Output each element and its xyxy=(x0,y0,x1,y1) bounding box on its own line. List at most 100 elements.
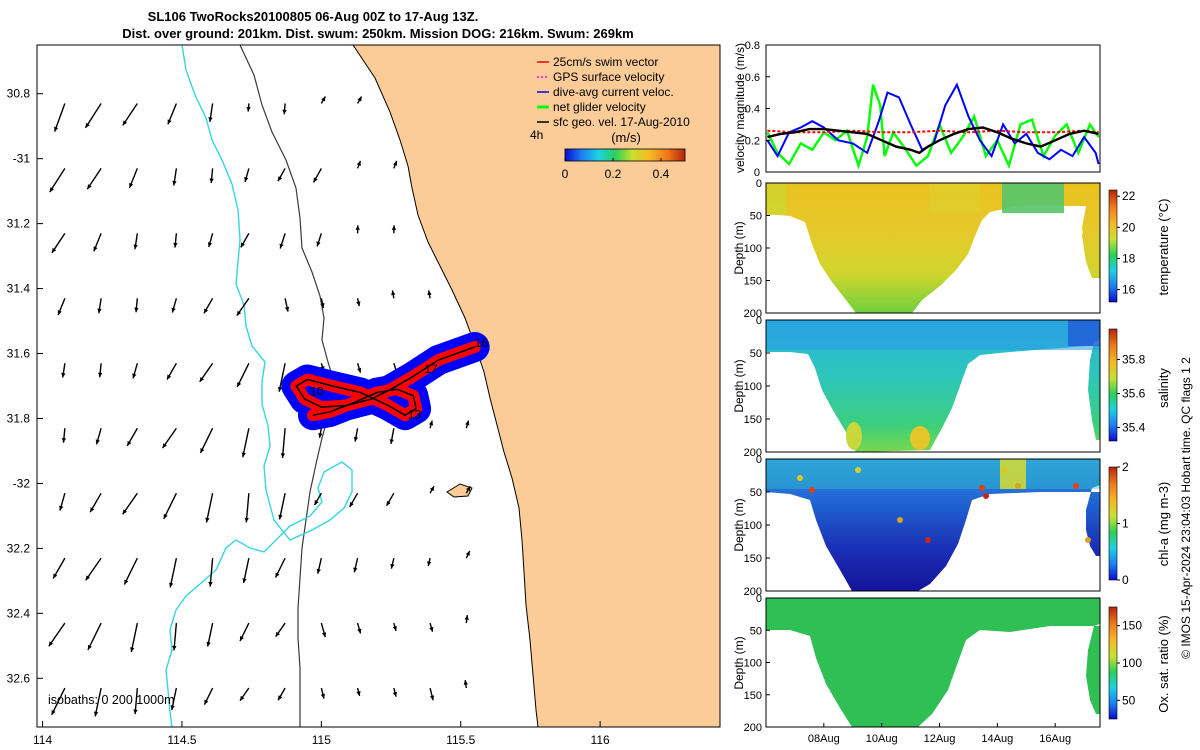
colorbar-tick-label: 0 xyxy=(1122,573,1129,587)
current-vector xyxy=(280,428,286,458)
chlorophyll-high-points xyxy=(797,467,1091,543)
chlorophyll-high-point xyxy=(1001,467,1007,473)
temperature-y-axis: 0 50 100 150 200 xyxy=(744,178,770,320)
current-vector xyxy=(320,96,326,104)
depth-tick-label: 150 xyxy=(744,414,762,426)
speed-colorbar-tick-label: 0 xyxy=(562,167,569,181)
colorbar-tick-label: 150 xyxy=(1122,619,1142,633)
map-x-tick-label: 116 xyxy=(591,733,610,747)
salinity-bottom-patch-1 xyxy=(846,422,862,450)
current-vector xyxy=(244,168,250,183)
current-vector xyxy=(284,298,290,312)
current-vector xyxy=(356,160,362,169)
current-vector xyxy=(242,557,250,584)
current-vector xyxy=(356,687,361,697)
current-vector xyxy=(61,363,66,378)
temperature-colorbar-ticks: 16 18 20 22 xyxy=(1117,189,1136,297)
depth-tick-label: 100 xyxy=(744,520,762,532)
date-tick-label: 12Aug xyxy=(924,733,956,745)
current-vector xyxy=(123,557,138,585)
legend-dive-avg: dive-avg current veloc. xyxy=(553,85,674,99)
isobath-1000 xyxy=(165,45,353,727)
depth-tick-label: 0 xyxy=(756,315,762,327)
current-vector xyxy=(86,168,102,190)
current-vector xyxy=(316,233,323,247)
depth-tick-label: 50 xyxy=(750,487,762,499)
track-day-label: 17 xyxy=(424,362,438,376)
current-vector xyxy=(239,622,250,642)
speed-colorbar-tick-label: 0.2 xyxy=(605,167,622,181)
temperature-warm-patch xyxy=(930,183,980,213)
current-vector xyxy=(205,493,214,523)
depth-tick-label: 200 xyxy=(744,722,762,734)
current-vector xyxy=(133,687,139,715)
current-vector xyxy=(393,160,398,169)
chlorophyll-high-point xyxy=(1073,483,1079,489)
current-vector xyxy=(349,492,359,508)
current-vector xyxy=(51,232,66,254)
current-vector xyxy=(313,492,322,506)
current-vector xyxy=(392,687,398,697)
salinity-colorbar xyxy=(1108,328,1118,442)
current-vector xyxy=(391,225,397,234)
current-vector xyxy=(427,290,432,299)
current-vector xyxy=(320,622,327,638)
oxygen-y-axis: 0 50 100 150 200 xyxy=(744,593,770,734)
current-vector xyxy=(209,168,214,184)
current-vector xyxy=(161,427,177,449)
current-vector xyxy=(53,103,66,132)
chlorophyll-surface-layer xyxy=(766,459,1100,489)
map-y-tick-label: 31.8 xyxy=(7,411,31,425)
timeseries-y-tick-label: 0.2 xyxy=(745,135,760,147)
chlorophyll-section-panel: 0 50 100 150 200 Depth (m) 0 1 2 chl-a (mg m-3… xyxy=(732,454,1171,598)
velocity-timeseries-panel: 0 0.2 0.4 0.6 0.8 velocity magnitude (m/s) xyxy=(733,40,1101,179)
current-vector xyxy=(169,557,178,588)
salinity-surface-layer xyxy=(766,320,1100,350)
chlorophyll-high-point xyxy=(855,467,861,473)
current-vector xyxy=(274,557,286,578)
current-vector xyxy=(93,233,102,252)
current-vector xyxy=(172,168,178,186)
current-vector xyxy=(428,420,434,429)
current-vector xyxy=(87,622,102,651)
current-vector xyxy=(355,225,360,234)
credit-text: © IMOS 15-Apr-2024 23:04:03 Hobart time.… xyxy=(1179,357,1193,659)
salinity-y-axis: 0 50 100 150 200 xyxy=(744,315,770,459)
temperature-field-main xyxy=(766,183,1100,313)
colorbar-tick-label: 35.8 xyxy=(1122,353,1146,367)
chart-title-line2: Dist. over ground: 201km. Dist. swum: 25… xyxy=(122,26,634,41)
chlorophyll-high-point xyxy=(979,485,985,491)
current-vector xyxy=(128,168,139,189)
chlorophyll-colorbar-label: chl-a (mg m-3) xyxy=(1156,482,1171,567)
current-vector xyxy=(465,550,471,559)
current-vector xyxy=(172,623,178,651)
current-vector xyxy=(312,168,322,183)
depth-tick-label: 50 xyxy=(750,211,762,223)
depth-tick-label: 150 xyxy=(744,276,762,288)
current-vector xyxy=(429,622,434,632)
map-y-tick-label: -31 xyxy=(13,152,31,166)
depth-tick-label: 150 xyxy=(744,553,762,565)
depth-tick-label: 200 xyxy=(744,308,762,320)
current-vector xyxy=(163,492,178,520)
temperature-colorbar-label: temperature (°C) xyxy=(1156,199,1171,296)
timeseries-ylabel: velocity magnitude (m/s) xyxy=(733,43,747,173)
chlorophyll-y-axis: 0 50 100 150 200 xyxy=(744,454,770,598)
depth-tick-label: 50 xyxy=(750,348,762,360)
net-track-line xyxy=(295,346,475,417)
salinity-bottom-patch-2 xyxy=(910,426,930,450)
current-vector xyxy=(84,103,102,129)
current-vector xyxy=(49,168,66,193)
map-y-tick-label: 30.8 xyxy=(7,87,31,101)
chlorophyll-high-point xyxy=(1015,483,1021,489)
colorbar-tick-label: 1 xyxy=(1122,517,1129,531)
temperature-ylabel: Depth (m) xyxy=(732,221,746,274)
map-y-tick-label: 32.2 xyxy=(7,541,31,555)
depth-tick-label: 150 xyxy=(744,690,762,702)
oxygen-x-axis: 08Aug 10Aug 12Aug 14Aug 16Aug xyxy=(808,723,1071,745)
oxygen-field xyxy=(766,598,1100,727)
salinity-section-panel: 0 50 100 150 200 Depth (m) 35.4 35.6 35.8 sali… xyxy=(732,315,1171,459)
current-vector xyxy=(170,687,178,711)
map-x-tick-label: 115.5 xyxy=(446,733,475,747)
current-vector xyxy=(208,103,214,123)
